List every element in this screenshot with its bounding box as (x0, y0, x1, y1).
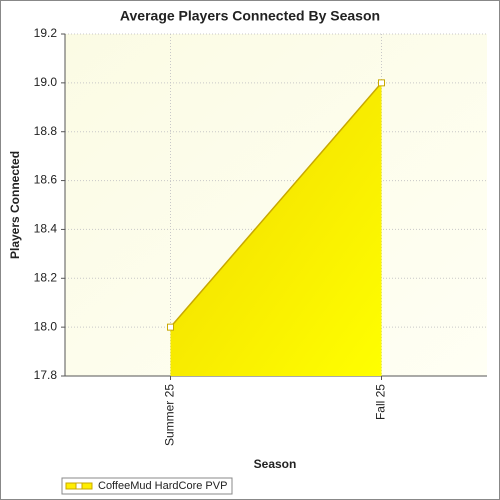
legend-marker (75, 482, 83, 490)
line (169, 82, 383, 328)
area (170, 82, 382, 376)
marker (378, 79, 385, 87)
y-tick-label: 18.8 (34, 124, 58, 138)
x-axis-label: Season (254, 457, 297, 471)
y-axis-label: Players Connected (8, 151, 22, 259)
y-tick-label: 19.0 (34, 75, 58, 89)
marker (167, 323, 174, 331)
legend-label: CoffeeMud HardCore PVP (98, 480, 227, 492)
chart-title: Average Players Connected By Season (120, 8, 380, 24)
legend-box (61, 477, 233, 495)
x-tick-label: Fall 25 (374, 384, 388, 420)
y-tick-label: 18.4 (34, 222, 58, 236)
y-tick-label: 18.6 (34, 173, 58, 187)
y-tick-label: 17.8 (34, 368, 58, 382)
y-tick-label: 18.2 (34, 270, 58, 284)
x-tick-label: Summer 25 (163, 384, 177, 446)
y-tick-label: 19.2 (34, 26, 58, 40)
y-tick-label: 18.0 (34, 319, 58, 333)
